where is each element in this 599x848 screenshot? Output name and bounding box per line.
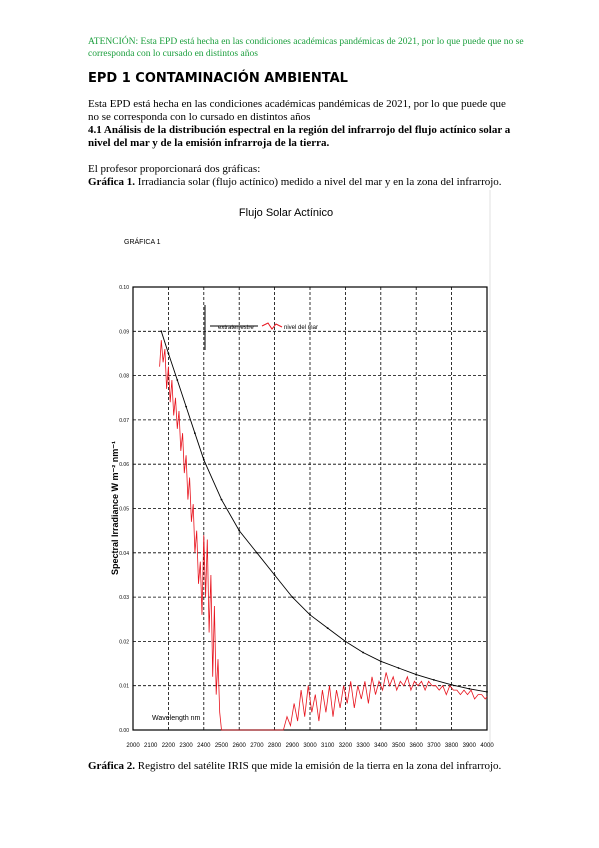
- x-tick-label: 2400: [197, 743, 211, 749]
- figure1-caption-text: Irradiancia solar (flujo actínico) medid…: [135, 176, 502, 188]
- series-line-1: [159, 340, 488, 731]
- x-tick-label: 3700: [427, 743, 441, 749]
- y-tick-label: 0.06: [119, 462, 129, 468]
- y-tick-label: 0.01: [119, 684, 129, 690]
- x-axis-label: Wavelength nm: [152, 715, 201, 722]
- series-point: [167, 352, 170, 355]
- x-tick-label: 3500: [392, 743, 406, 749]
- chart-subtitle: GRÁFICA 1: [124, 237, 161, 246]
- series-point: [415, 673, 418, 676]
- legend-swatch-nivel-del-mar: [261, 322, 283, 330]
- series-point: [176, 379, 179, 381]
- y-tick-label: 0.03: [119, 595, 129, 601]
- figure1-caption-label: Gráfica 1.: [88, 176, 136, 188]
- x-tick-label: 4000: [480, 743, 494, 749]
- x-tick-label: 3100: [321, 743, 335, 749]
- pandemic-notice: ATENCIÓN: Esta EPD está hecha en las con…: [88, 37, 524, 59]
- series-point: [273, 574, 276, 576]
- chart-series: [159, 330, 488, 731]
- series-line-0: [160, 331, 488, 693]
- series-point: [468, 687, 471, 690]
- chart-title: Flujo Solar Actínico: [239, 207, 333, 219]
- legend-label-nivel-del-mar: nivel del mar: [284, 325, 318, 331]
- x-tick-label: 2800: [268, 743, 282, 749]
- series-point: [309, 613, 311, 616]
- intro-paragraph: Esta EPD está hecha en las condiciones a…: [88, 98, 506, 123]
- y-tick-label: 0.08: [119, 374, 129, 380]
- series-point: [379, 660, 382, 663]
- page-title: EPD 1 CONTAMINACIÓN AMBIENTAL: [88, 71, 348, 86]
- y-tick-label: 0.07: [119, 418, 129, 424]
- y-tick-label: 0.09: [119, 329, 129, 335]
- series-point: [486, 691, 488, 693]
- figure2-caption-text: Registro del satélite IRIS que mide la e…: [135, 760, 502, 772]
- series-point: [291, 596, 294, 598]
- chart-ticks: 2000 2100 2200 2300 2400 2500 2600 2700 2800 2900…: [119, 285, 494, 749]
- series-point: [185, 405, 188, 408]
- x-tick-label: 2500: [215, 743, 229, 749]
- figure2-caption-label: Gráfica 2.: [88, 760, 136, 772]
- x-tick-label: 3000: [303, 743, 317, 749]
- x-tick-label: 2700: [250, 743, 264, 749]
- x-tick-label: 3900: [463, 743, 477, 749]
- series-point: [220, 498, 223, 501]
- x-tick-label: 2600: [233, 743, 247, 749]
- y-tick-label: 0.00: [119, 728, 129, 734]
- x-tick-label: 3800: [445, 743, 459, 749]
- section-heading: 4.1 Análisis de la distribución espectra…: [88, 124, 511, 149]
- x-tick-label: 3200: [339, 743, 353, 749]
- legend-label-extraterrestre: extraterrestre: [218, 325, 254, 331]
- x-tick-label: 2100: [144, 743, 158, 749]
- series-point: [433, 679, 435, 681]
- y-axis-label: Spectral Irradiance W m⁻² nm⁻¹: [110, 441, 120, 575]
- x-tick-label: 3400: [374, 743, 388, 749]
- series-point: [326, 627, 329, 629]
- y-tick-label: 0.04: [119, 551, 129, 557]
- series-point: [450, 683, 453, 686]
- x-tick-label: 2000: [126, 743, 140, 749]
- figure1-caption: Gráfica 1. Irradiancia solar (flujo actí…: [88, 176, 502, 189]
- series-point: [238, 529, 241, 532]
- x-tick-label: 3300: [356, 743, 370, 749]
- x-tick-label: 2200: [162, 743, 176, 749]
- y-tick-label: 0.02: [119, 639, 129, 645]
- graphs-intro: El profesor proporcionará dos gráficas:: [88, 163, 261, 175]
- series-point: [256, 551, 258, 554]
- series-point: [160, 330, 163, 333]
- x-tick-label: 3600: [410, 743, 424, 749]
- figure2-caption: Gráfica 2. Registro del satélite IRIS qu…: [88, 760, 501, 773]
- x-tick-label: 2900: [286, 743, 300, 749]
- x-tick-label: 2300: [179, 743, 193, 749]
- y-tick-label: 0.10: [119, 285, 129, 291]
- series-point: [397, 667, 400, 669]
- series-point: [202, 458, 205, 461]
- series-point: [362, 651, 364, 654]
- series-point: [194, 432, 196, 435]
- chart-grid: [133, 287, 487, 730]
- series-point: [344, 640, 347, 643]
- chart-legend: extraterrestre nivel del mar: [204, 305, 318, 350]
- y-tick-label: 0.05: [119, 507, 129, 513]
